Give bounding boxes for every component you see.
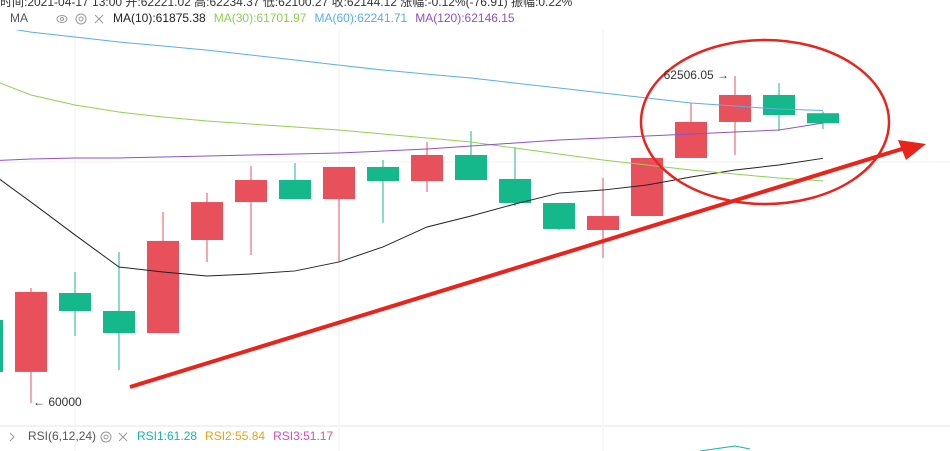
legend-item: MA(30):61701.97 <box>214 11 307 25</box>
highlight-ellipse <box>639 38 891 206</box>
trend-arrow <box>129 146 906 389</box>
max-price-label: 62506.05 → <box>664 68 729 82</box>
candle-body <box>411 154 443 182</box>
candle-body <box>587 216 619 230</box>
candle-body <box>0 319 3 372</box>
candle-body <box>323 166 355 200</box>
candle-body <box>675 121 707 158</box>
rsi-legend-item: RSI3:51.17 <box>273 429 333 443</box>
legend-title: MA <box>10 11 28 25</box>
rsi-line-fragment <box>699 445 751 451</box>
min-price-label: ← 60000 <box>33 395 82 409</box>
rsi-legend: RSI1:61.28 RSI2:55.84 RSI3:51.17 <box>137 429 333 443</box>
candle-body <box>147 240 179 334</box>
plot-area <box>0 30 839 403</box>
candle-body <box>279 180 311 200</box>
rsi-icons[interactable] <box>9 431 128 443</box>
candle-body <box>499 178 531 203</box>
candle-body <box>59 292 91 311</box>
legend-icons[interactable] <box>56 13 104 25</box>
candle-body <box>631 157 663 217</box>
candle-body <box>103 310 135 334</box>
candle-body <box>235 180 267 203</box>
candle-body <box>807 113 839 124</box>
ohlc-info: 时间:2021-04-17 13:00 开:62221.02 高:62234.3… <box>0 0 573 9</box>
candle-body <box>455 154 487 181</box>
trend-arrow-head <box>898 140 926 160</box>
legend-item: MA(120):62146.15 <box>415 11 515 25</box>
candle-body <box>763 94 795 116</box>
candle-body <box>191 202 223 241</box>
ma-line <box>0 122 824 161</box>
rsi-legend-item: RSI1:61.28 <box>137 429 197 443</box>
ma-line <box>14 30 824 112</box>
rsi-title: RSI(6,12,24) <box>28 429 96 443</box>
candle-body <box>15 291 47 372</box>
ma-line <box>0 82 824 182</box>
candle-body <box>719 94 751 122</box>
rsi-legend-item: RSI2:55.84 <box>205 429 265 443</box>
legend: MA(10):61875.38 MA(30):61701.97 MA(60):622… <box>113 11 515 25</box>
candle-body <box>367 166 399 182</box>
ma-line <box>0 157 824 277</box>
candle-body <box>543 202 575 229</box>
legend-item: MA(60):62241.71 <box>314 11 407 25</box>
legend-item: MA(10):61875.38 <box>113 11 206 25</box>
